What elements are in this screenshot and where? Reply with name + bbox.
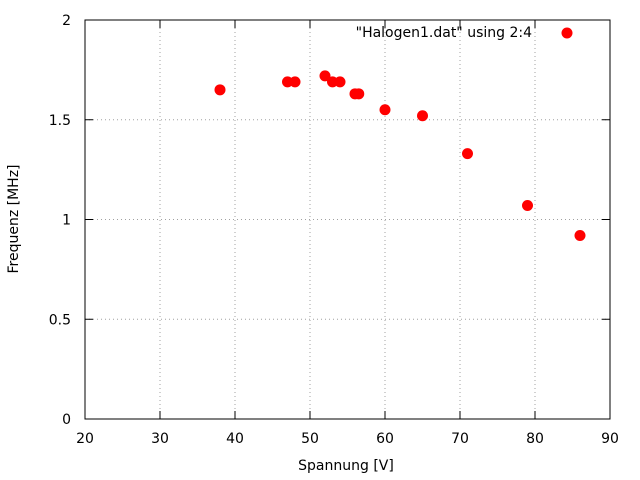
y-tick-label: 1 [62,213,71,229]
data-points [214,70,586,241]
y-tick-label: 0 [62,412,71,428]
x-tick-label: 60 [376,431,394,447]
x-tick-label: 20 [76,431,94,447]
data-point [214,84,226,96]
data-point [522,200,533,212]
y-tick-labels: 0 0.5 1 1.5 2 [49,13,71,428]
x-tick-labels: 20 30 40 50 60 70 80 90 [76,431,619,447]
legend-marker [561,27,573,39]
x-tick-label: 50 [301,431,319,447]
data-point [334,76,346,88]
x-tick-label: 90 [601,431,619,447]
data-point [417,110,428,122]
axis-ticks [84,19,611,420]
y-axis-label: Frequenz [MHz] [6,164,22,273]
data-point [379,104,391,116]
data-point [462,148,473,160]
grid-lines [85,20,610,419]
x-axis-label: Spannung [V] [298,458,394,474]
data-point [289,76,301,88]
data-point [319,70,331,82]
y-tick-label: 2 [62,13,71,29]
y-tick-label: 1.5 [49,113,71,129]
legend-label: "Halogen1.dat" using 2:4 [356,25,532,41]
data-point [574,229,586,241]
x-tick-label: 40 [226,431,244,447]
data-point [353,88,365,100]
x-tick-label: 80 [526,431,544,447]
x-tick-label: 30 [151,431,169,447]
plot-frame [84,19,611,420]
x-tick-label: 70 [451,431,469,447]
y-tick-label: 0.5 [49,312,71,328]
